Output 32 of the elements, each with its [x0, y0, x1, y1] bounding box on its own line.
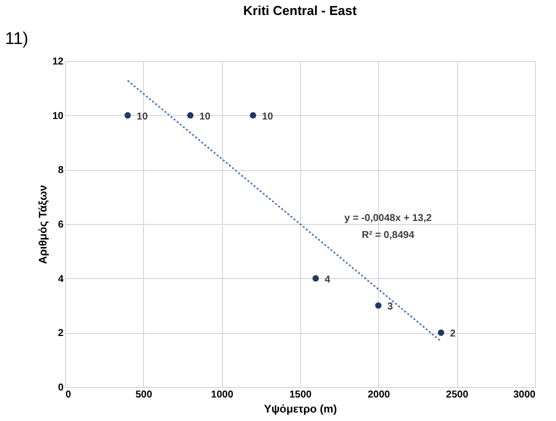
data-label: 3 — [387, 302, 394, 312]
y-tick-label: 2 — [58, 328, 64, 340]
point — [438, 330, 444, 336]
x-axis-title: Υψόμετρο (m) — [264, 404, 338, 416]
x-tick-label: 1500 — [289, 390, 312, 400]
point — [375, 302, 382, 309]
x-tick-label: 3000 — [513, 390, 536, 400]
y-axis-title: Αριθμός Τάξων — [37, 185, 50, 264]
point — [187, 112, 194, 118]
annotation: y = -0,0048x + 13,2 — [344, 213, 432, 224]
data-label: 2 — [450, 328, 456, 340]
point — [124, 112, 131, 118]
x-tick-label: 0 — [66, 390, 72, 400]
text: 11) — [5, 29, 28, 48]
x-tick-label: 2000 — [368, 390, 390, 400]
x-tick-label: 2500 — [446, 390, 469, 400]
x-tick-label: 500 — [135, 390, 153, 400]
data-label: 10 — [199, 111, 211, 122]
chart-title: Kriti Central - East — [243, 3, 358, 18]
x-tick-label: 1000 — [211, 390, 234, 400]
point — [312, 275, 319, 282]
annotation: R² = 0,8494 — [362, 230, 415, 241]
data-label: 10 — [136, 111, 148, 122]
y-tick-label: 8 — [58, 165, 64, 176]
y-tick-label: 10 — [52, 110, 64, 122]
y-tick-label: 0 — [58, 382, 64, 394]
point — [250, 112, 256, 118]
data-label: 4 — [324, 274, 331, 286]
y-tick-label: 6 — [58, 220, 64, 230]
data-label: 10 — [262, 111, 274, 122]
y-tick-label: 4 — [58, 274, 64, 285]
y-tick-label: 12 — [52, 56, 64, 68]
